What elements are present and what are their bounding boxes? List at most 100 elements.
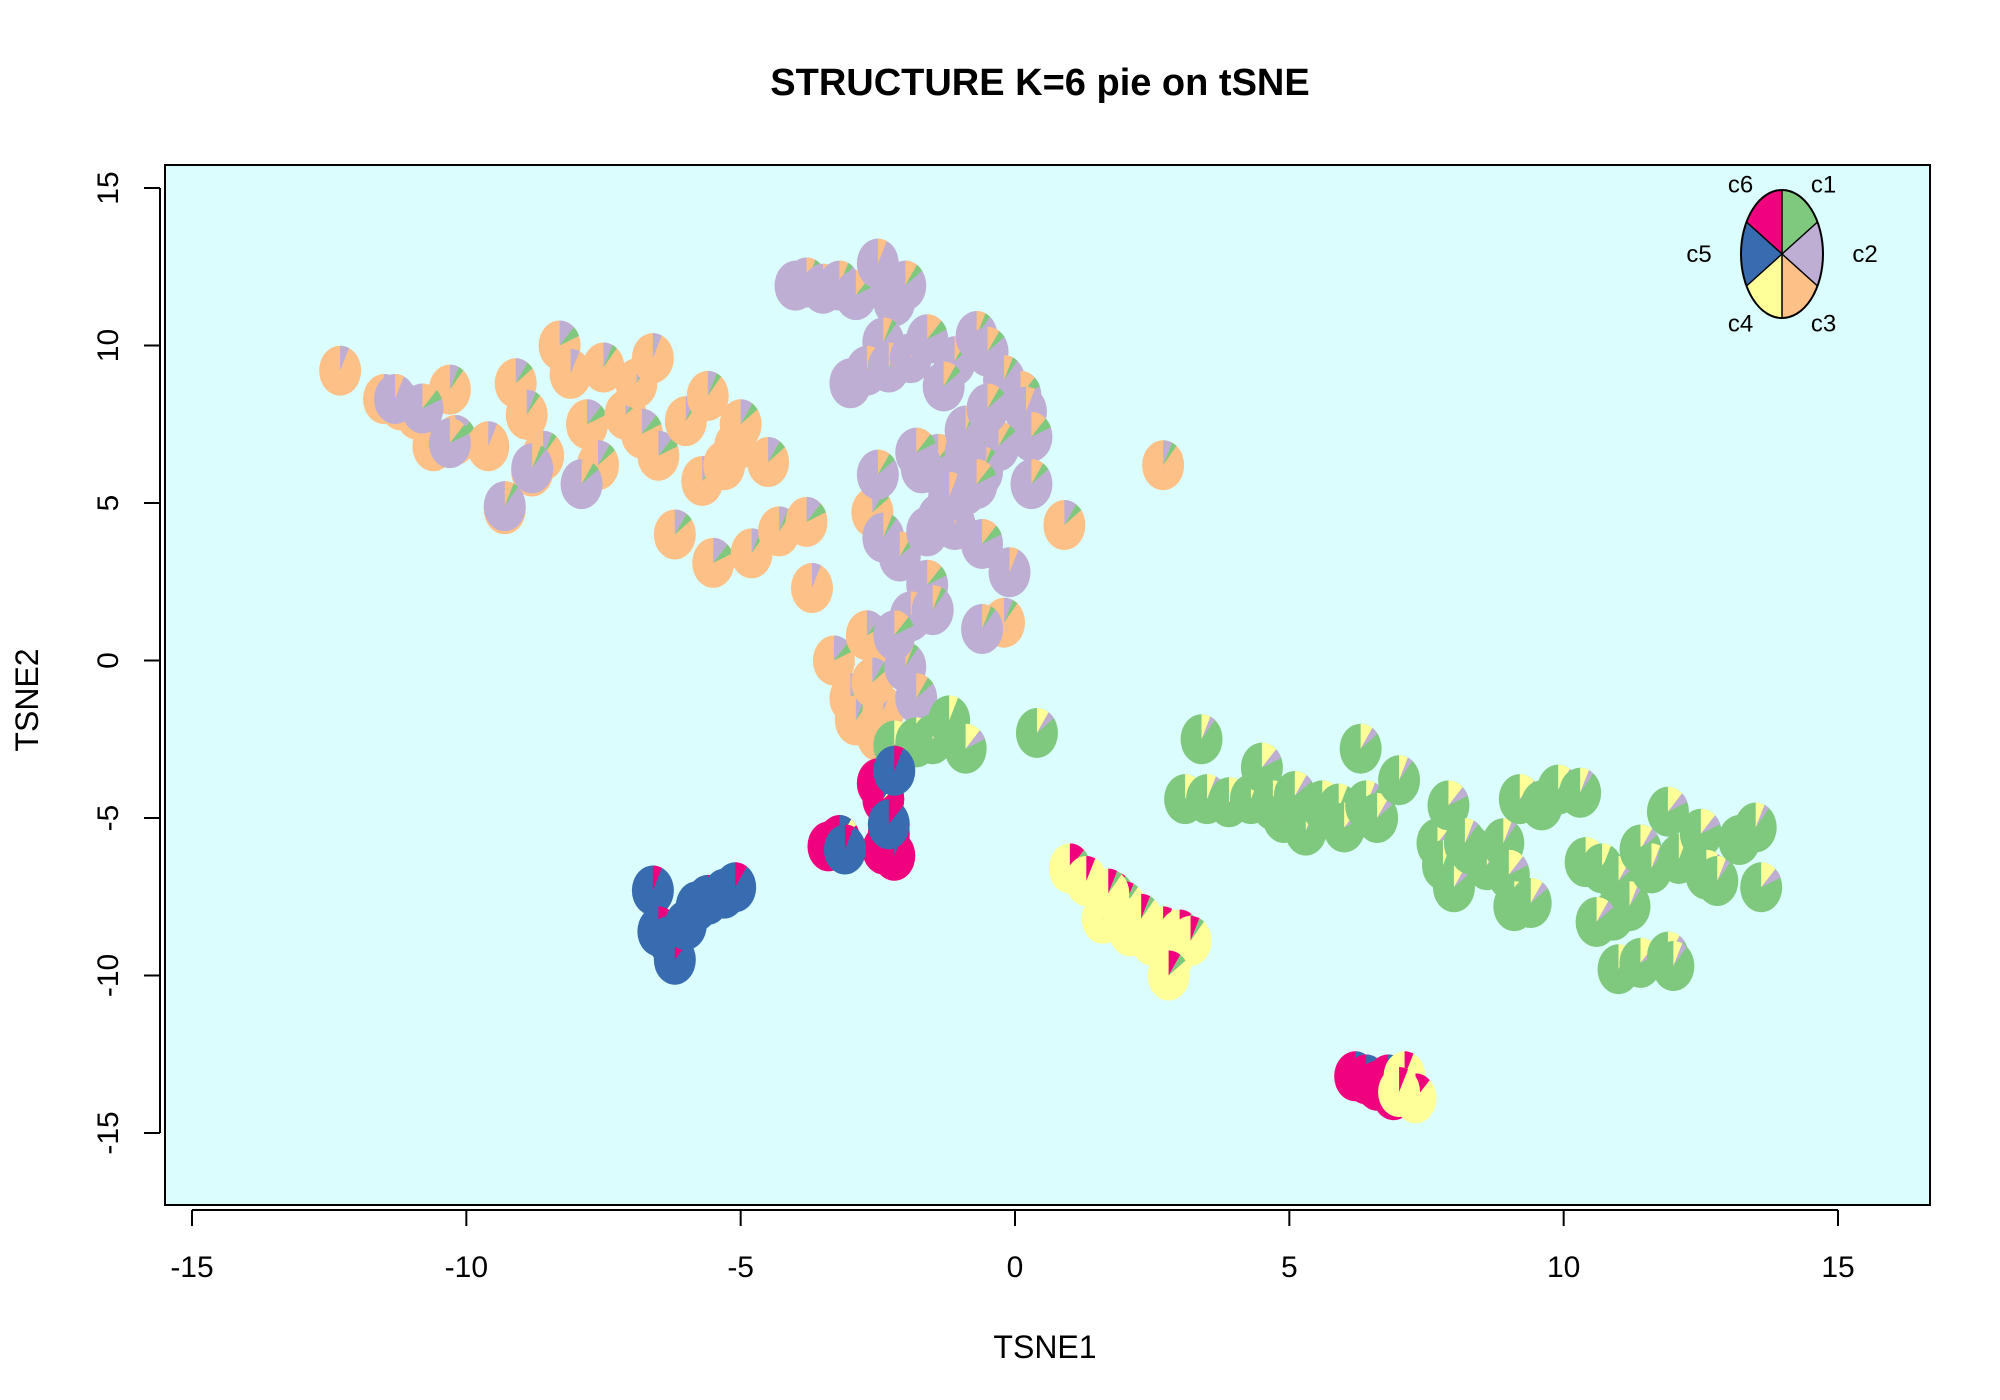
pie-marker	[922, 361, 965, 412]
pie-marker	[505, 389, 548, 440]
y-tick-label: -5	[92, 805, 125, 832]
pie-wedge-c1	[905, 264, 923, 286]
pie-wedge-c2	[707, 370, 717, 396]
pie-wedge-c4	[949, 695, 959, 721]
pie-marker	[582, 342, 625, 393]
pie-wedge-c2	[641, 408, 657, 434]
pie-wedge-c4	[1640, 824, 1653, 850]
pie-wedge-c6	[888, 799, 904, 825]
pie-wedge-c1	[658, 437, 678, 456]
pie-wedge-c2	[1717, 858, 1731, 881]
pie-wedge-c2	[1508, 856, 1529, 875]
pie-wedge-c6	[1168, 950, 1181, 976]
pie-marker	[1652, 941, 1695, 992]
legend-label-c3: c3	[1811, 310, 1836, 337]
pie-marker	[1147, 950, 1190, 1001]
pie-wedge-c1	[603, 344, 617, 368]
pie-wedge-c4	[1755, 802, 1765, 828]
pie-wedge-c2	[833, 635, 849, 661]
pie-wedge-c2	[866, 610, 882, 636]
legend-wedge-c2	[1782, 222, 1824, 286]
pie-wedge-c3	[916, 673, 928, 699]
pie-wedge-c6	[1086, 856, 1096, 881]
pie-wedge-c6	[1141, 893, 1151, 919]
pie-wedge-c3	[1004, 355, 1013, 381]
pie-wedge-c1	[581, 463, 599, 485]
pie-wedge-c1	[1064, 504, 1082, 526]
y-axis: -15 -10 -5 0 5 10 15	[92, 171, 161, 1155]
pie-wedge-c1	[768, 441, 785, 463]
pie-marker	[895, 427, 938, 478]
pie-marker	[785, 496, 828, 547]
pie-wedge-c2	[587, 399, 602, 425]
pie-wedge-c1	[449, 424, 470, 444]
pie-wedge-c4	[1503, 818, 1513, 844]
pie-marker	[1608, 881, 1651, 932]
pie-wedge-c4	[1596, 896, 1609, 922]
pie-marker	[1559, 767, 1602, 818]
pie-wedge-c1	[982, 606, 996, 629]
pie-wedge-c2	[1640, 828, 1658, 850]
pie-wedge-c1	[905, 644, 919, 667]
pie-wedge-c4	[1700, 808, 1716, 834]
pie-wedge-c2	[1596, 901, 1614, 922]
pie-wedge-c3	[905, 260, 918, 286]
pie-wedge-c3	[916, 427, 931, 453]
pie-wedge-c4	[1399, 755, 1409, 781]
pie-wedge-c1	[449, 366, 464, 390]
pie-wedge-c2	[1360, 727, 1378, 749]
pie-marker	[1142, 440, 1185, 491]
pie-wedge-c6	[735, 862, 747, 888]
x-tick-label: 15	[1821, 1251, 1854, 1284]
y-tick-label: 15	[92, 171, 125, 204]
x-axis-label: TSNE1	[993, 1329, 1096, 1365]
pie-wedge-c3	[927, 314, 942, 340]
pie-wedge-c6	[1399, 1067, 1409, 1093]
pie-wedge-c3	[504, 481, 514, 507]
y-tick-label: -10	[92, 954, 125, 997]
pie-wedge-c3	[1009, 547, 1019, 573]
pie-marker	[812, 635, 855, 686]
pie-wedge-c1	[987, 331, 1005, 352]
pie-wedge-c1	[532, 445, 546, 469]
pie-marker	[1575, 896, 1618, 947]
pie-wedge-c1	[674, 513, 692, 535]
pie-wedge-c3	[976, 459, 991, 485]
pie-wedge-c2	[1667, 793, 1688, 812]
pie-wedge-c1	[927, 320, 947, 340]
pie-marker	[1740, 862, 1783, 913]
pie-marker	[1646, 786, 1689, 837]
pie-wedge-c2	[598, 440, 610, 466]
x-tick-label: -5	[727, 1251, 754, 1284]
pie-wedge-c2	[1464, 820, 1479, 844]
pie-wedge-c1	[422, 390, 442, 409]
pie-marker	[1010, 459, 1053, 510]
pie-marker	[961, 604, 1004, 654]
pie-wedge-c2	[768, 437, 780, 463]
pie-marker	[653, 509, 696, 560]
pie-wedge-c2	[1064, 500, 1077, 526]
pie-marker	[714, 862, 757, 913]
pie-wedge-c3	[395, 374, 404, 400]
pie-marker	[637, 430, 680, 481]
pie-wedge-c2	[603, 342, 613, 368]
pie-wedge-c4	[1464, 818, 1474, 844]
pie-wedge-c3	[422, 383, 437, 409]
pie-wedge-c1	[713, 544, 733, 563]
pie-wedge-c4	[1508, 849, 1524, 875]
pie-wedge-c3	[932, 585, 942, 611]
pie-wedge-c2	[1761, 868, 1781, 888]
pie-marker	[1087, 868, 1130, 919]
x-tick-label: -15	[170, 1251, 213, 1284]
pie-wedge-c3	[1031, 459, 1044, 485]
pie-wedge-c4	[1360, 723, 1373, 749]
pie-wedge-c1	[1108, 870, 1122, 894]
pie-wedge-c3	[927, 559, 942, 585]
pie-wedge-c4	[1717, 856, 1727, 881]
pie-wedge-c2	[740, 399, 753, 425]
pie-wedge-c1	[877, 453, 895, 475]
pie-marker	[1010, 411, 1053, 462]
pie-marker	[1043, 500, 1086, 551]
pie-wedge-c4	[1338, 783, 1348, 809]
pie-marker	[1443, 818, 1486, 869]
